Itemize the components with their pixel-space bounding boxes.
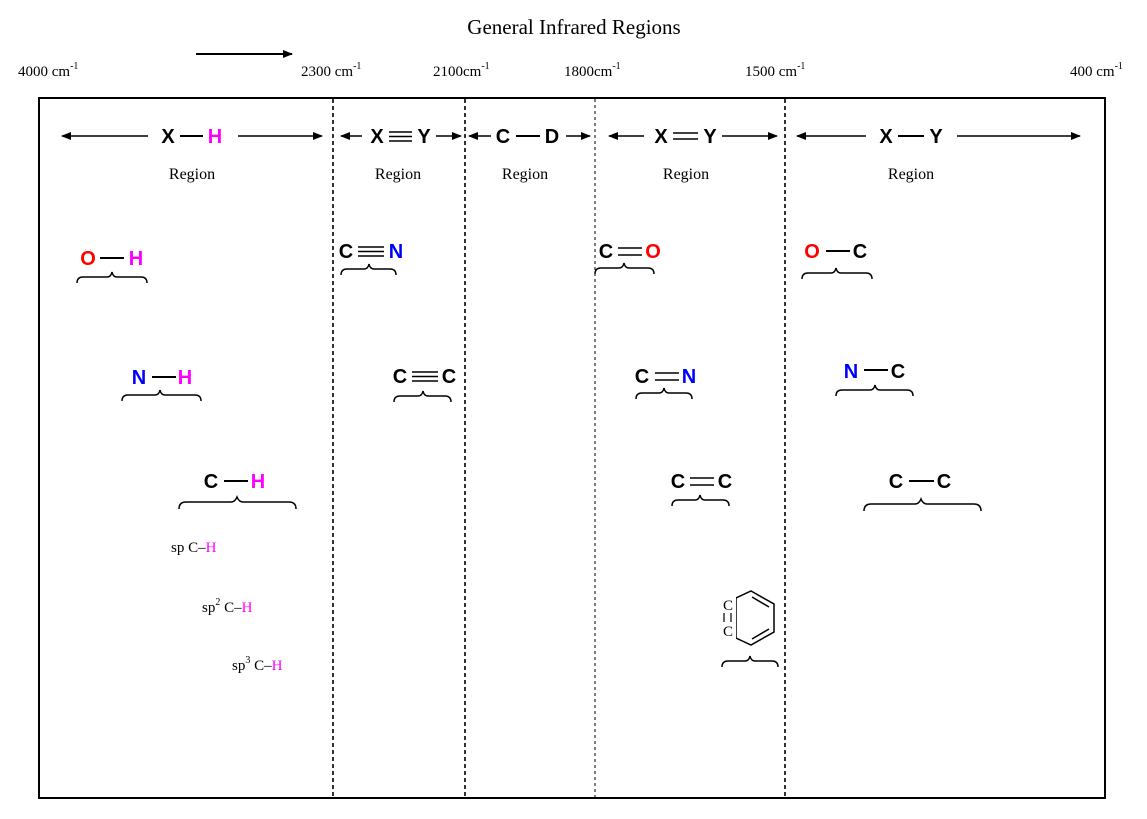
region-label: Region: [169, 166, 215, 183]
tick-label-4000: 4000 cm-1: [18, 61, 78, 80]
brace: [671, 494, 730, 507]
bond-n-h: N H: [121, 367, 202, 402]
atom-c: C: [671, 471, 685, 493]
brace: [863, 496, 982, 512]
brace: [801, 267, 873, 280]
atom-n: N: [132, 367, 146, 389]
bond-n-c: N C: [835, 361, 914, 397]
tick-label-2100: 2100cm-1: [433, 61, 490, 80]
atom-n: N: [844, 361, 858, 383]
region-atom-y: Y: [417, 126, 431, 148]
tick-label-1500: 1500 cm-1: [745, 61, 805, 80]
region-header-x-y: X Y Region: [796, 126, 1081, 183]
atom-c: C: [889, 471, 903, 493]
brace: [178, 494, 297, 510]
brace: [835, 384, 914, 397]
ring-atom-c: C: [723, 598, 733, 614]
tick-label-400: 400 cm-1: [1070, 61, 1123, 80]
region-atom-c: C: [496, 126, 510, 148]
atom-o: O: [804, 241, 820, 263]
atom-c: C: [635, 366, 649, 388]
region-label: Region: [375, 166, 421, 183]
atom-n: N: [389, 241, 403, 263]
region-label: Region: [663, 166, 709, 183]
sp3-c-h-label: sp3 C–H: [232, 655, 283, 674]
atom-c: C: [204, 471, 218, 493]
atom-o: O: [80, 248, 96, 270]
region-atom-x: X: [370, 126, 384, 148]
atom-h: H: [178, 367, 192, 389]
bond-c-double-o: C O: [594, 241, 661, 275]
aromatic-ring: C C: [720, 590, 779, 668]
brace: [121, 389, 202, 402]
region-header-c-d: C D Region: [468, 126, 591, 183]
atom-n: N: [682, 366, 696, 388]
brace: [340, 263, 397, 276]
brace: [721, 655, 779, 668]
page-title: General Infrared Regions: [467, 15, 680, 39]
region-atom-y: Y: [929, 126, 943, 148]
bond-o-c: O C: [801, 241, 873, 280]
atom-c: C: [891, 361, 905, 383]
atom-c: C: [853, 241, 867, 263]
atom-c: C: [442, 366, 456, 388]
region-atom-h: H: [208, 126, 222, 148]
tick-label-2300: 2300 cm-1: [301, 61, 361, 80]
bond-c-c: C C: [863, 471, 982, 512]
bond-c-h: C H: [178, 471, 297, 510]
ring-atom-c: C: [723, 624, 733, 640]
atom-o: O: [645, 241, 661, 263]
brace: [393, 390, 452, 403]
atom-c: C: [937, 471, 951, 493]
sp2-c-h-label: sp2 C–H: [202, 597, 253, 616]
atom-c: C: [718, 471, 732, 493]
region-atom-x: X: [161, 126, 175, 148]
region-header-x-h: X H Region: [61, 126, 323, 183]
bond-o-h: O H: [76, 248, 148, 284]
region-header-triple: X Y Region: [340, 126, 462, 183]
bond-c-double-n: C N: [635, 366, 696, 400]
bond-c-triple-n: C N: [339, 241, 403, 276]
atom-h: H: [251, 471, 265, 493]
region-header-double: X Y Region: [608, 126, 778, 183]
region-atom-d: D: [545, 126, 559, 148]
region-label: Region: [502, 166, 548, 183]
atom-c: C: [339, 241, 353, 263]
diagram-frame: [38, 97, 1106, 799]
atom-c: C: [599, 241, 613, 263]
bond-c-triple-c: C C: [393, 366, 456, 403]
bond-c-double-c: C C: [671, 471, 732, 507]
brace: [76, 271, 148, 284]
brace: [635, 387, 693, 400]
atom-h: H: [129, 248, 143, 270]
atom-c: C: [393, 366, 407, 388]
region-label: Region: [888, 166, 934, 183]
sp-c-h-label: sp C–H: [171, 540, 217, 556]
axis-tick-labels: 4000 cm-1 2300 cm-1 2100cm-1 1800cm-1 15…: [18, 61, 1123, 80]
brace: [594, 262, 655, 275]
region-atom-x: X: [879, 126, 893, 148]
tick-label-1800: 1800cm-1: [564, 61, 621, 80]
region-dividers: [332, 99, 786, 797]
region-atom-x: X: [654, 126, 668, 148]
region-atom-y: Y: [703, 126, 717, 148]
